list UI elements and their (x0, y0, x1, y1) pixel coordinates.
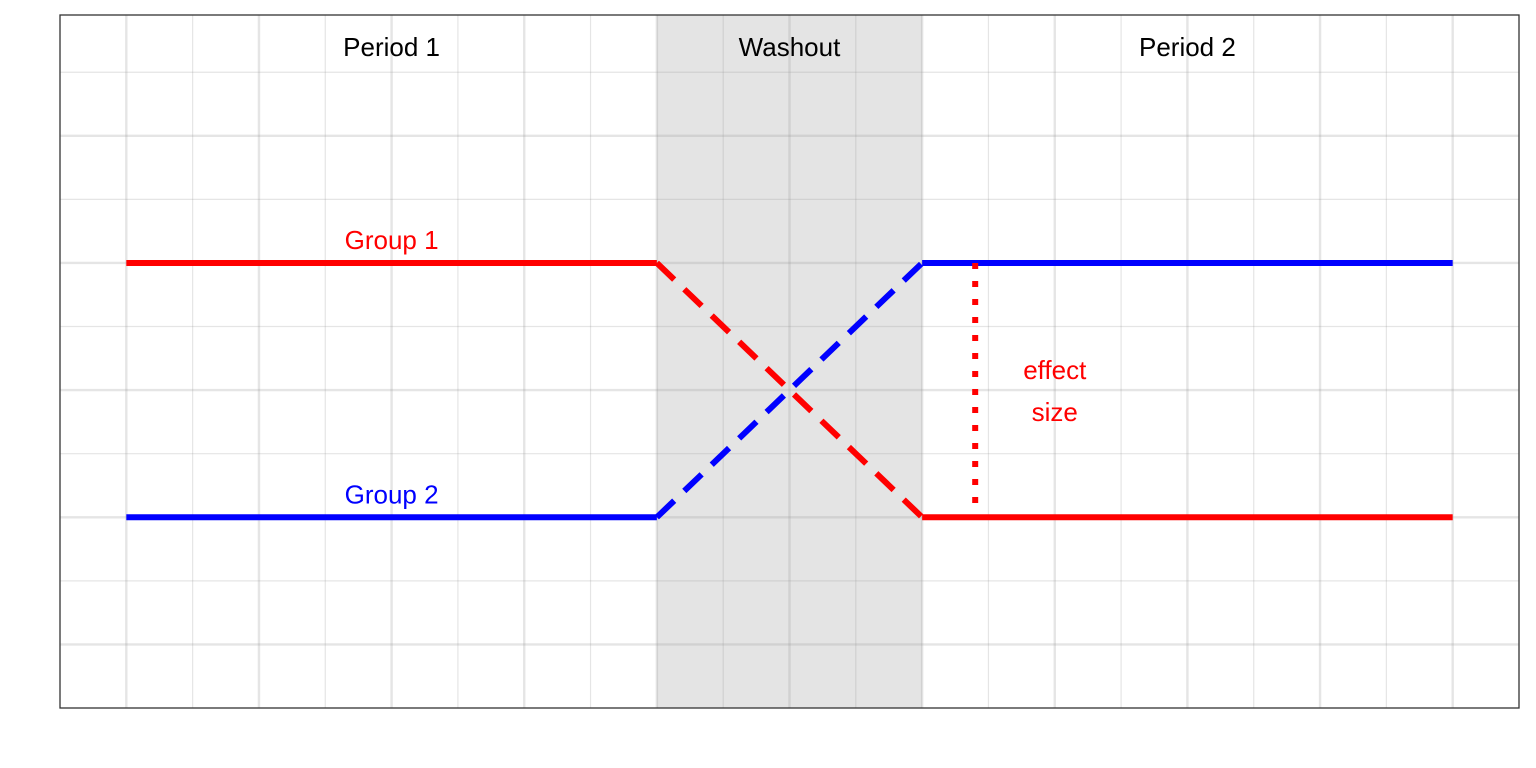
series-lines (126, 259, 1453, 521)
grid-lines (60, 15, 1519, 708)
effect-size-label-line-2: size (1032, 397, 1078, 427)
series-2-dashed-segment-2 (654, 260, 925, 520)
series-label-1: Group 1 (345, 225, 439, 255)
region-label-3: Period 2 (1139, 32, 1236, 62)
washout-region (656, 15, 923, 708)
series-label-2: Group 2 (345, 479, 439, 509)
series-1-dashed-segment-2 (654, 260, 925, 520)
panel-border (59, 14, 1520, 709)
region-label-2: Washout (739, 32, 841, 62)
effect-size-label-line-1: effect (1023, 355, 1087, 385)
washout-shading (656, 15, 923, 708)
region-label-1: Period 1 (343, 32, 440, 62)
chart-labels: Period 1 Washout Period 2 Group 1 Group 2 eff… (343, 32, 1236, 509)
